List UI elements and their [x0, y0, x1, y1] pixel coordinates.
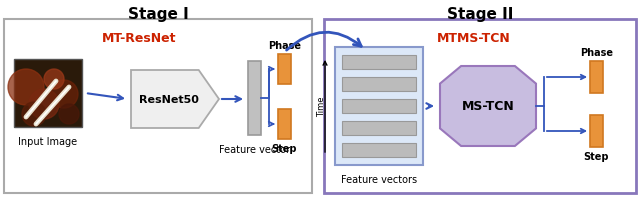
- Text: Phase: Phase: [580, 48, 613, 58]
- Bar: [342, 78, 416, 92]
- Bar: [342, 143, 416, 157]
- Text: MT-ResNet: MT-ResNet: [102, 31, 177, 44]
- Circle shape: [50, 81, 78, 108]
- Text: Time: Time: [317, 96, 326, 117]
- Circle shape: [22, 102, 46, 126]
- Circle shape: [29, 89, 59, 119]
- Text: Feature vectors: Feature vectors: [341, 174, 417, 184]
- Bar: [590, 62, 603, 94]
- Circle shape: [59, 104, 79, 124]
- Bar: [335, 48, 423, 165]
- Bar: [590, 115, 603, 147]
- Text: Phase: Phase: [268, 41, 301, 51]
- Text: Input Image: Input Image: [19, 136, 77, 146]
- Bar: [14, 60, 82, 127]
- Polygon shape: [440, 67, 536, 146]
- Bar: [278, 109, 291, 139]
- Bar: [342, 56, 416, 70]
- Bar: [324, 20, 636, 193]
- Bar: [278, 55, 291, 85]
- Bar: [342, 121, 416, 135]
- Bar: [4, 20, 312, 193]
- Text: Stage II: Stage II: [447, 6, 513, 21]
- Polygon shape: [131, 71, 219, 128]
- Text: Feature vector: Feature vector: [219, 144, 290, 154]
- Text: Step: Step: [584, 151, 609, 161]
- Text: Step: Step: [272, 143, 297, 153]
- Text: MTMS-TCN: MTMS-TCN: [437, 31, 511, 44]
- Text: ResNet50: ResNet50: [139, 95, 199, 104]
- Circle shape: [8, 70, 44, 105]
- Bar: [342, 100, 416, 114]
- Circle shape: [44, 70, 64, 89]
- Text: MS-TCN: MS-TCN: [461, 100, 515, 113]
- Text: Stage I: Stage I: [127, 6, 188, 21]
- Bar: [248, 62, 261, 135]
